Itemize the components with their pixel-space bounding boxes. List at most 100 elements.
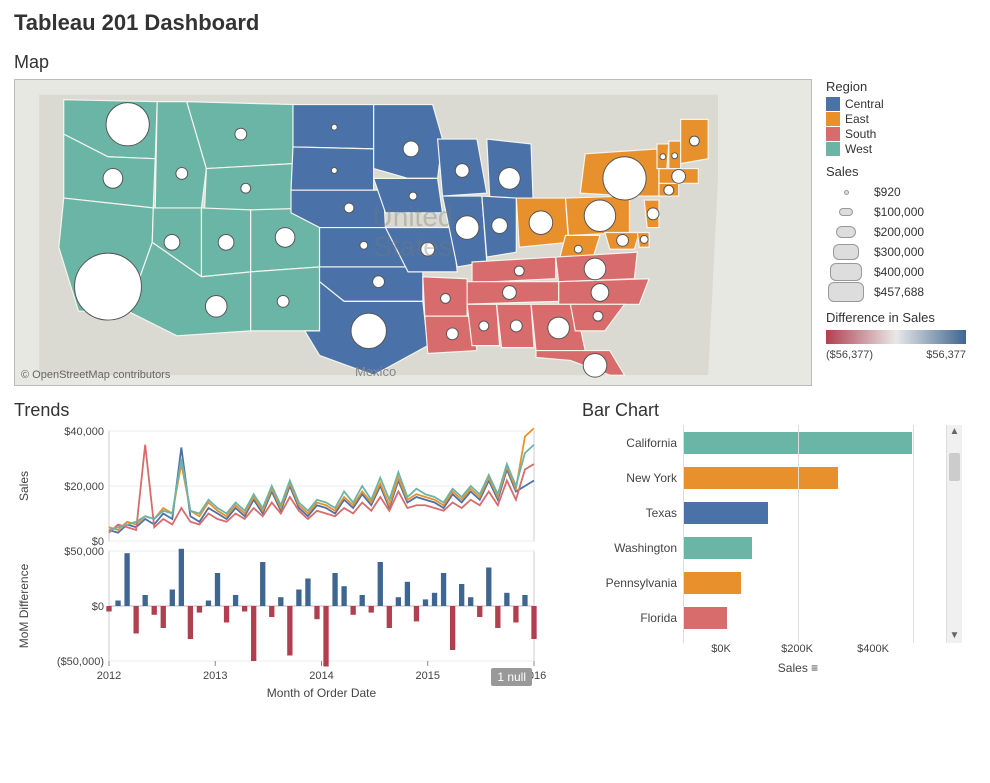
mom-bar[interactable] — [296, 590, 301, 607]
mom-bar[interactable] — [513, 606, 518, 623]
mom-bar[interactable] — [224, 606, 229, 623]
null-badge[interactable]: 1 null — [491, 668, 532, 686]
map-bubble-MA[interactable] — [672, 170, 686, 184]
mom-bar[interactable] — [323, 606, 328, 667]
mom-bar[interactable] — [468, 597, 473, 606]
map-bubble-CT[interactable] — [664, 185, 674, 195]
mom-bar[interactable] — [215, 573, 220, 606]
map-viz[interactable]: UnitedStates Mexico © OpenStreetMap cont… — [14, 79, 812, 386]
map-state-IA[interactable] — [374, 178, 443, 212]
bar-fill[interactable] — [683, 537, 752, 559]
bar-row[interactable]: Florida — [582, 600, 962, 635]
map-bubble-DE[interactable] — [640, 235, 648, 243]
map-bubble-MN[interactable] — [403, 141, 419, 157]
map-bubble-OK[interactable] — [373, 276, 385, 288]
map-bubble-PA[interactable] — [584, 200, 615, 231]
legend-region-item[interactable]: South — [826, 127, 976, 141]
mom-bar[interactable] — [197, 606, 202, 613]
map-bubble-ID[interactable] — [176, 168, 188, 180]
mom-bar[interactable] — [161, 606, 166, 628]
mom-bar[interactable] — [133, 606, 138, 634]
map-bubble-CA[interactable] — [75, 253, 142, 320]
map-bubble-WI[interactable] — [455, 164, 469, 178]
mom-bar[interactable] — [477, 606, 482, 617]
map-bubble-ND[interactable] — [331, 124, 337, 130]
map-bubble-AZ[interactable] — [205, 295, 227, 317]
bar-row[interactable]: Washington — [582, 530, 962, 565]
map-bubble-SD[interactable] — [331, 168, 337, 174]
mom-bar[interactable] — [459, 584, 464, 606]
mom-bar[interactable] — [206, 601, 211, 607]
map-bubble-ME[interactable] — [689, 136, 699, 146]
bar-chart[interactable]: ▲ ▼ California New York Texas Washington — [582, 425, 962, 643]
bar-fill[interactable] — [683, 502, 768, 524]
map-bubble-SC[interactable] — [593, 311, 603, 321]
map-bubble-NJ[interactable] — [647, 208, 659, 220]
map-bubble-CO[interactable] — [275, 228, 295, 248]
mom-bar[interactable] — [314, 606, 319, 619]
map-bubble-NY[interactable] — [603, 157, 646, 200]
map-bubble-UT[interactable] — [218, 234, 234, 250]
map-bubble-MO[interactable] — [421, 242, 435, 256]
bar-fill[interactable] — [683, 607, 727, 629]
map-bubble-WY[interactable] — [241, 183, 251, 193]
map-bubble-IL[interactable] — [455, 216, 479, 240]
map-bubble-LA[interactable] — [446, 328, 458, 340]
map-bubble-GA[interactable] — [548, 317, 570, 339]
bar-row[interactable]: Pennsylvania — [582, 565, 962, 600]
bar-fill[interactable] — [683, 572, 741, 594]
mom-bar[interactable] — [106, 606, 111, 612]
mom-bar[interactable] — [441, 573, 446, 606]
mom-bar[interactable] — [260, 562, 265, 606]
mom-bar[interactable] — [360, 595, 365, 606]
mom-bar[interactable] — [188, 606, 193, 639]
mom-bar[interactable] — [152, 606, 157, 615]
bar-fill[interactable] — [683, 467, 838, 489]
mom-bar[interactable] — [369, 606, 374, 613]
mom-bar[interactable] — [350, 606, 355, 615]
mom-bar[interactable] — [423, 599, 428, 606]
map-bubble-MS[interactable] — [479, 321, 489, 331]
map-bubble-TN[interactable] — [503, 286, 517, 300]
mom-bar[interactable] — [495, 606, 500, 628]
map-bubble-VT[interactable] — [660, 154, 666, 160]
map-bubble-NC[interactable] — [591, 284, 609, 302]
map-bubble-WA[interactable] — [106, 103, 149, 146]
scroll-down-icon[interactable]: ▼ — [950, 629, 960, 643]
map-bubble-KS[interactable] — [360, 241, 368, 249]
map-bubble-IN[interactable] — [492, 218, 508, 234]
map-bubble-NE[interactable] — [344, 203, 354, 213]
legend-region-item[interactable]: West — [826, 142, 976, 156]
map-bubble-IA[interactable] — [409, 192, 417, 200]
mom-bar[interactable] — [387, 606, 392, 628]
mom-bar[interactable] — [124, 553, 129, 606]
mom-bar[interactable] — [251, 606, 256, 661]
mom-bar[interactable] — [504, 593, 509, 606]
map-bubble-VA[interactable] — [584, 258, 606, 280]
mom-bar[interactable] — [332, 573, 337, 606]
mom-bar[interactable] — [414, 606, 419, 621]
map-bubble-OR[interactable] — [103, 169, 123, 189]
mom-bar[interactable] — [278, 597, 283, 606]
mom-bar[interactable] — [242, 606, 247, 612]
map-bubble-AL[interactable] — [510, 320, 522, 332]
mom-bar[interactable] — [341, 586, 346, 606]
mom-bar[interactable] — [486, 568, 491, 607]
bar-row[interactable]: Texas — [582, 495, 962, 530]
mom-bar[interactable] — [170, 590, 175, 607]
mom-bar[interactable] — [396, 597, 401, 606]
trends-chart[interactable]: $0$20,000$40,000Sales($50,000)$0$50,000M… — [14, 425, 554, 705]
map-bubble-TX[interactable] — [351, 313, 386, 348]
map-bubble-NH[interactable] — [672, 153, 678, 159]
map-state-KY[interactable] — [472, 257, 556, 283]
map-bubble-MI[interactable] — [499, 168, 521, 190]
mom-bar[interactable] — [233, 595, 238, 606]
map-bubble-NM[interactable] — [277, 295, 289, 307]
bar-row[interactable]: California — [582, 425, 962, 460]
mom-bar[interactable] — [179, 549, 184, 606]
bar-fill[interactable] — [683, 432, 912, 454]
map-bubble-MT[interactable] — [235, 128, 247, 140]
mom-bar[interactable] — [305, 579, 310, 607]
legend-region-item[interactable]: East — [826, 112, 976, 126]
mom-bar[interactable] — [143, 595, 148, 606]
